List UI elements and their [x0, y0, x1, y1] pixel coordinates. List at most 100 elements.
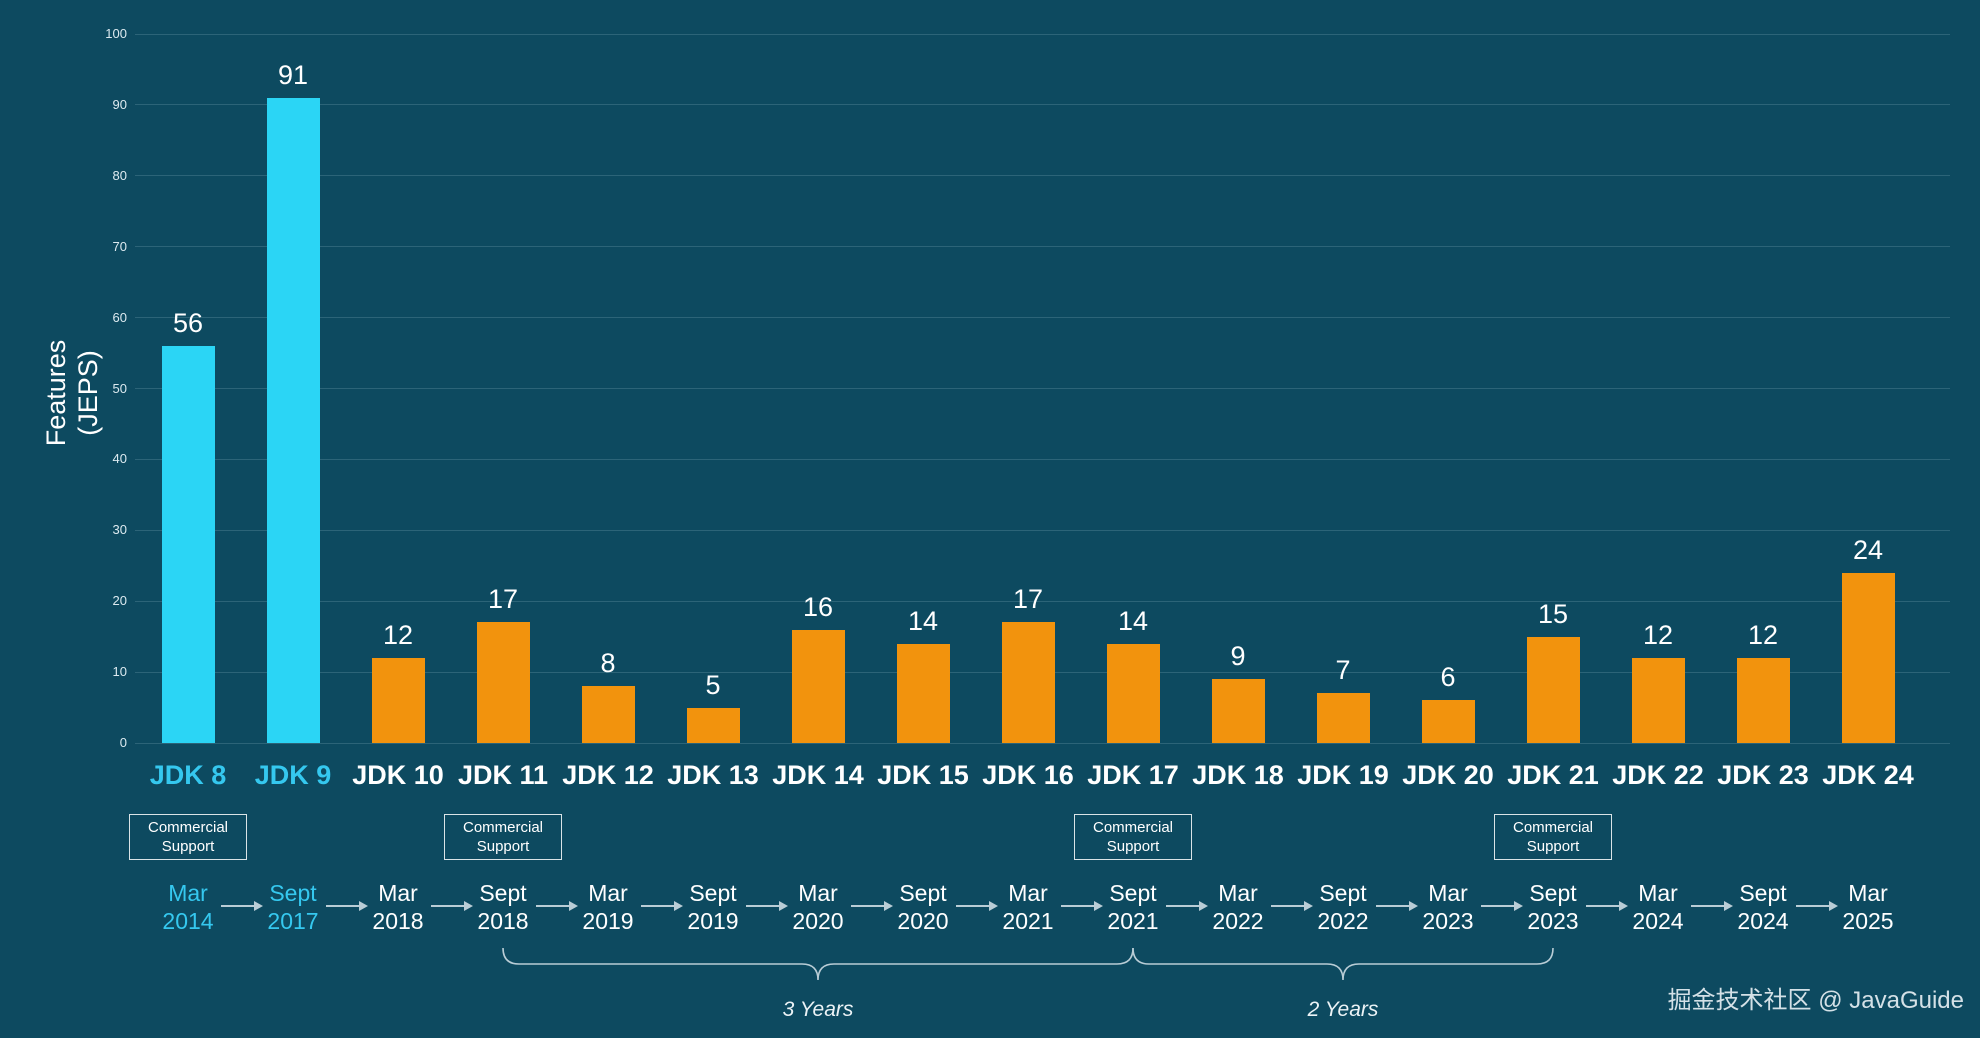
bar-value-label: 7: [1335, 655, 1351, 686]
gridline: [135, 529, 1950, 531]
release-month: Mar: [378, 880, 418, 906]
release-date: Sept 2020: [868, 879, 978, 935]
date-arrow-icon: [850, 901, 893, 911]
bar-jdk-14: [791, 629, 845, 743]
bar-value-label: 6: [1440, 662, 1456, 693]
date-arrow-icon: [430, 901, 473, 911]
brace-label: 3 Years: [782, 998, 854, 1021]
brace-label: 2 Years: [1307, 998, 1379, 1021]
release-year: 2021: [1107, 908, 1159, 934]
release-date: Sept 2017: [238, 879, 348, 935]
x-category-label: JDK 18: [1192, 760, 1284, 790]
gridline: [135, 33, 1950, 35]
release-date: Mar 2024: [1603, 879, 1713, 935]
x-category-label: JDK 17: [1087, 760, 1179, 790]
x-category-label: JDK 23: [1717, 760, 1809, 790]
bar-jdk-13: [686, 707, 740, 743]
date-arrow-icon: [325, 901, 368, 911]
commercial-support-line1: Commercial: [1092, 819, 1173, 836]
x-category-label: JDK 24: [1822, 760, 1914, 790]
bar-jdk-10: [371, 657, 425, 743]
x-category-label: JDK 11: [457, 760, 549, 790]
bar-value-label: 16: [802, 591, 834, 622]
x-category-label: JDK 9: [254, 760, 332, 790]
bar-value-label: 12: [1642, 619, 1674, 650]
release-month: Sept: [899, 880, 947, 906]
date-arrow-icon: [640, 901, 683, 911]
release-date: Mar 2022: [1183, 879, 1293, 935]
release-month: Mar: [168, 880, 208, 906]
bar-value-label: 91: [277, 59, 309, 90]
bar-jdk-12: [581, 686, 635, 743]
release-month: Mar: [588, 880, 628, 906]
bar-value-label: 5: [705, 669, 721, 700]
release-year: 2019: [687, 908, 739, 934]
commercial-support-line2: Support: [161, 838, 215, 855]
commercial-support-box: Commercial Support: [444, 814, 562, 860]
bar-value-label: 14: [1117, 605, 1149, 636]
release-date: Sept 2021: [1078, 879, 1188, 935]
bar-jdk-8: [161, 345, 215, 743]
commercial-support-line1: Commercial: [147, 819, 228, 836]
release-date: Sept 2023: [1498, 879, 1608, 935]
gridline: [135, 246, 1950, 248]
x-category-label: JDK 21: [1507, 760, 1599, 790]
date-arrow-icon: [955, 901, 998, 911]
release-month: Mar: [1218, 880, 1258, 906]
commercial-support-line1: Commercial: [462, 819, 543, 836]
x-category-label: JDK 12: [562, 760, 654, 790]
release-date: Mar 2023: [1393, 879, 1503, 935]
gridline: [135, 317, 1950, 319]
release-month: Sept: [1739, 880, 1787, 906]
x-category-label: JDK 19: [1297, 760, 1389, 790]
release-year: 2022: [1317, 908, 1369, 934]
bar-jdk-15: [896, 643, 950, 743]
commercial-support-line2: Support: [1526, 838, 1580, 855]
release-date: Sept 2019: [658, 879, 768, 935]
y-tick-label: 30: [112, 522, 127, 538]
x-category-label: JDK 13: [667, 760, 759, 790]
gridline: [135, 104, 1950, 106]
release-month: Mar: [1428, 880, 1468, 906]
y-tick-label: 80: [112, 167, 127, 183]
release-date: Sept 2024: [1708, 879, 1818, 935]
date-arrow-icon: [1060, 901, 1103, 911]
release-month: Mar: [1848, 880, 1888, 906]
bar-jdk-9: [266, 97, 320, 743]
release-month: Sept: [1109, 880, 1157, 906]
date-arrow-icon: [1165, 901, 1208, 911]
bar-jdk-24: [1841, 572, 1895, 743]
bar-value-label: 14: [907, 605, 939, 636]
commercial-support-box: Commercial Support: [1074, 814, 1192, 860]
release-year: 2024: [1632, 908, 1684, 934]
bar-value-label: 17: [1012, 584, 1044, 615]
y-tick-label: 40: [112, 451, 127, 467]
release-month: Sept: [269, 880, 317, 906]
brace: [502, 947, 1134, 981]
release-year: 2024: [1737, 908, 1789, 934]
release-month: Mar: [1638, 880, 1678, 906]
release-date: Mar 2019: [553, 879, 663, 935]
y-tick-label: 10: [112, 664, 127, 680]
bar-value-label: 12: [1747, 619, 1779, 650]
release-year: 2020: [897, 908, 949, 934]
gridline: [135, 742, 1950, 744]
y-tick-label: 70: [112, 238, 127, 254]
commercial-support-line2: Support: [1106, 838, 1160, 855]
x-category-label: JDK 14: [772, 760, 864, 790]
bar-jdk-19: [1316, 693, 1370, 743]
release-year: 2023: [1527, 908, 1579, 934]
date-arrow-icon: [1270, 901, 1313, 911]
x-category-label: JDK 20: [1402, 760, 1494, 790]
release-year: 2023: [1422, 908, 1474, 934]
x-category-label: JDK 16: [982, 760, 1074, 790]
bar-value-label: 8: [600, 648, 616, 679]
bar-jdk-22: [1631, 657, 1685, 743]
release-year: 2025: [1842, 908, 1894, 934]
x-category-label: JDK 15: [877, 760, 969, 790]
release-year: 2019: [582, 908, 634, 934]
gridline: [135, 175, 1950, 177]
release-date: Mar 2021: [973, 879, 1083, 935]
date-arrow-icon: [1795, 901, 1838, 911]
